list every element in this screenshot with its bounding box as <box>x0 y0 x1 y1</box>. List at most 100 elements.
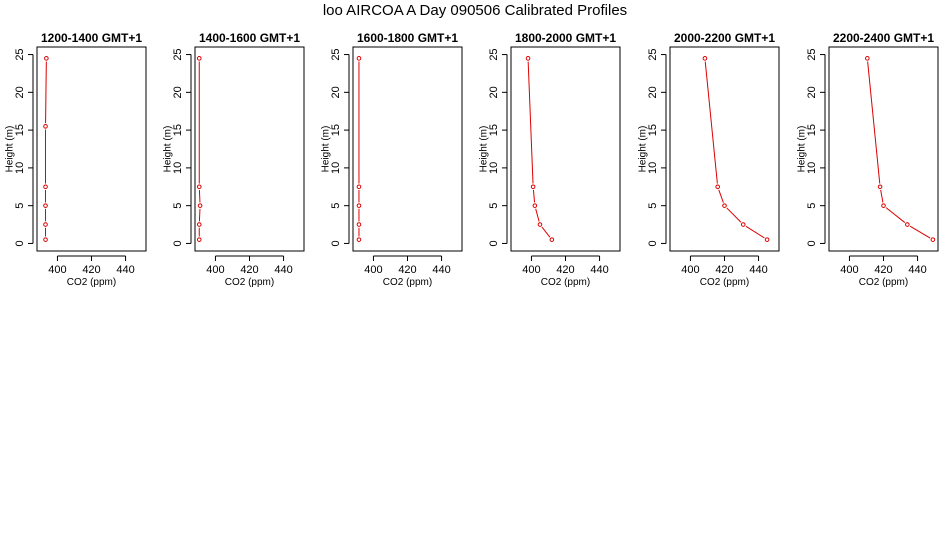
x-axis-label: CO2 (ppm) <box>541 277 590 288</box>
x-axis-label: CO2 (ppm) <box>700 277 749 288</box>
data-point <box>356 56 362 61</box>
x-tick-label: 400 <box>364 264 382 276</box>
series-line-segment <box>704 61 718 184</box>
data-point <box>715 184 720 190</box>
y-tick-label: 5 <box>330 203 342 209</box>
y-tick-label: 0 <box>647 240 659 246</box>
data-point <box>43 124 48 129</box>
y-tick-label: 25 <box>14 48 26 60</box>
y-tick-label: 15 <box>14 124 26 136</box>
x-tick-label: 420 <box>556 264 574 276</box>
data-point <box>356 203 362 208</box>
data-point <box>764 237 770 242</box>
y-tick-label: 0 <box>488 240 500 246</box>
y-tick-label: 25 <box>488 48 500 60</box>
data-point <box>196 237 202 242</box>
y-tick-label: 5 <box>647 203 659 209</box>
data-point <box>44 56 49 61</box>
panel-title: 1600-1800 GMT+1 <box>357 31 458 45</box>
y-tick-label: 10 <box>172 162 184 174</box>
data-point <box>865 56 870 61</box>
panel-title: 1800-2000 GMT+1 <box>515 31 616 45</box>
data-point <box>196 184 202 190</box>
plot-frame <box>669 46 780 252</box>
data-point <box>196 222 202 227</box>
y-tick-label: 5 <box>806 203 818 209</box>
y-axis-label: Height (m) <box>321 126 332 173</box>
series-line-segment <box>198 189 201 203</box>
data-point <box>532 203 538 208</box>
y-tick-label: 0 <box>330 240 342 246</box>
y-tick-label: 20 <box>806 86 818 98</box>
series-line-segment <box>745 225 765 239</box>
y-tick-label: 10 <box>14 162 26 174</box>
panel-title: 1200-1400 GMT+1 <box>41 31 142 45</box>
series-line-segment <box>541 226 551 238</box>
data-point <box>702 56 708 61</box>
plot-frame <box>36 46 147 252</box>
y-tick-label: 20 <box>488 86 500 98</box>
data-point <box>356 237 362 242</box>
data-point <box>197 203 203 208</box>
x-tick-label: 400 <box>48 264 66 276</box>
data-point <box>43 222 48 227</box>
panel-title: 2200-2400 GMT+1 <box>833 31 934 45</box>
y-tick-label: 25 <box>647 48 659 60</box>
x-axis-label: CO2 (ppm) <box>859 277 908 288</box>
y-axis-label: Height (m) <box>479 126 490 173</box>
data-point <box>549 237 555 242</box>
x-axis-label: CO2 (ppm) <box>67 277 116 288</box>
y-axis-label: Height (m) <box>5 126 16 173</box>
x-axis-label: CO2 (ppm) <box>225 277 274 288</box>
series-line-segment <box>532 189 536 203</box>
y-tick-label: 25 <box>330 48 342 60</box>
data-point <box>356 184 362 190</box>
y-tick-label: 15 <box>647 124 659 136</box>
y-tick-label: 0 <box>806 240 818 246</box>
data-point <box>905 222 910 227</box>
series-line-segment <box>535 208 540 222</box>
data-point <box>43 237 48 242</box>
x-tick-label: 400 <box>206 264 224 276</box>
x-tick-label: 400 <box>681 264 699 276</box>
data-point <box>537 222 543 227</box>
plot-frame <box>352 46 463 252</box>
panel-title: 2000-2200 GMT+1 <box>674 31 775 45</box>
y-tick-label: 20 <box>647 86 659 98</box>
data-point <box>881 203 886 208</box>
series-line-segment <box>867 61 881 184</box>
y-tick-label: 20 <box>172 86 184 98</box>
x-tick-label: 420 <box>398 264 416 276</box>
x-tick-label: 440 <box>432 264 450 276</box>
data-point <box>43 184 48 190</box>
figure-title: loo AIRCOA A Day 090506 Calibrated Profi… <box>322 2 628 19</box>
data-point <box>43 203 48 208</box>
y-tick-label: 0 <box>172 240 184 246</box>
series-line-segment <box>885 207 906 223</box>
y-tick-label: 5 <box>488 203 500 209</box>
y-axis-label: Height (m) <box>797 126 808 173</box>
plot-frame <box>828 46 939 252</box>
series-line-segment <box>726 207 742 223</box>
y-tick-label: 20 <box>14 86 26 98</box>
y-tick-label: 5 <box>172 203 184 209</box>
series-line-segment <box>45 61 47 124</box>
data-point <box>356 222 362 227</box>
y-tick-label: 10 <box>330 162 342 174</box>
y-tick-label: 20 <box>330 86 342 98</box>
y-tick-label: 10 <box>806 162 818 174</box>
series-line-segment <box>909 225 931 239</box>
x-tick-label: 440 <box>116 264 134 276</box>
y-tick-label: 10 <box>647 162 659 174</box>
x-tick-label: 440 <box>274 264 292 276</box>
data-point <box>930 237 936 242</box>
plot-frame <box>510 46 621 252</box>
x-tick-label: 420 <box>240 264 258 276</box>
y-axis-label: Height (m) <box>638 126 649 173</box>
plot-frame <box>194 46 305 252</box>
x-tick-label: 440 <box>749 264 767 276</box>
